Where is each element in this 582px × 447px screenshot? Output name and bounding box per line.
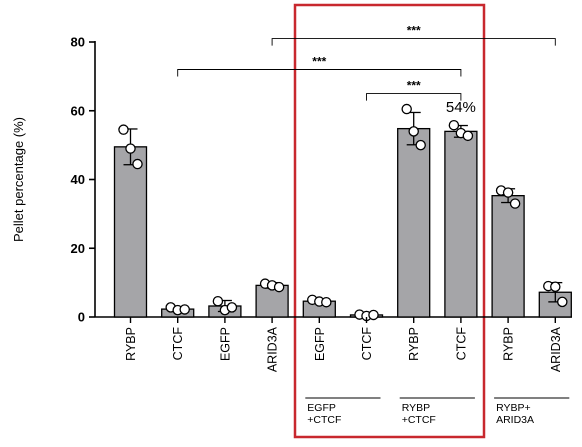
group-label: ARID3A xyxy=(496,414,534,426)
significance-label: *** xyxy=(312,55,326,69)
y-tick-label: 80 xyxy=(71,35,85,50)
x-tick-label: EGFP xyxy=(313,327,327,361)
bar xyxy=(113,146,148,318)
x-tick-label: ARID3A xyxy=(266,326,280,372)
data-point xyxy=(401,103,412,115)
data-point xyxy=(273,281,285,293)
significance-bracket xyxy=(271,38,556,46)
data-point xyxy=(448,119,460,131)
data-point xyxy=(226,302,238,313)
group-label: +CTCF xyxy=(307,414,341,426)
data-point xyxy=(212,295,224,307)
data-point xyxy=(550,281,561,292)
x-tick-label: CTCF xyxy=(454,327,468,361)
bar xyxy=(444,130,478,318)
data-point xyxy=(415,139,426,151)
data-point xyxy=(368,309,379,321)
y-tick-label: 0 xyxy=(78,310,85,325)
data-point xyxy=(408,126,419,137)
data-point xyxy=(509,198,521,209)
bar xyxy=(491,195,525,318)
data-point xyxy=(118,124,129,135)
x-tick-label: RYBP xyxy=(407,327,421,361)
group-label: RYBP xyxy=(402,402,430,414)
data-point xyxy=(179,304,190,315)
bar xyxy=(397,127,431,318)
significance-bracket xyxy=(177,69,462,77)
data-point xyxy=(462,130,474,142)
x-tick-label: EGFP xyxy=(218,327,232,361)
x-tick-label: ARID3A xyxy=(549,326,563,372)
y-tick-label: 20 xyxy=(71,241,85,256)
highlight-box xyxy=(293,3,486,439)
data-point xyxy=(557,296,568,308)
x-tick-label: RYBP xyxy=(502,327,516,361)
x-tick-label: CTCF xyxy=(360,327,374,361)
data-point xyxy=(132,158,143,170)
data-point xyxy=(321,296,332,308)
group-label: EGFP xyxy=(307,402,336,414)
x-tick-label: RYBP xyxy=(124,327,138,361)
group-label: +CTCF xyxy=(402,414,436,426)
value-annotation: 54% xyxy=(446,99,476,116)
y-tick-label: 60 xyxy=(71,103,85,118)
significance-bracket xyxy=(366,93,462,101)
significance-label: *** xyxy=(407,24,421,38)
y-tick-label: 40 xyxy=(71,172,85,187)
group-label: RYBP+ xyxy=(496,402,531,414)
y-axis-label: Pellet percentage (%) xyxy=(11,117,26,242)
x-tick-label: CTCF xyxy=(171,327,185,361)
significance-label: *** xyxy=(407,79,421,93)
data-point xyxy=(125,143,136,154)
data-point xyxy=(502,187,514,198)
